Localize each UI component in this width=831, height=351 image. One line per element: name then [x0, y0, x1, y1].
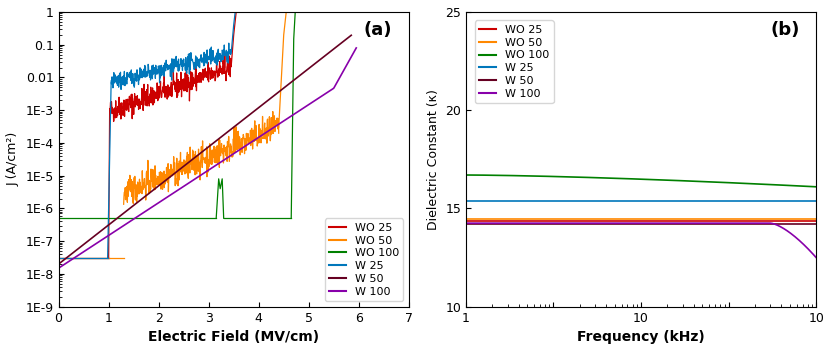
Legend: WO 25, WO 50, WO 100, W 25, W 50, W 100: WO 25, WO 50, WO 100, W 25, W 50, W 100 [325, 218, 403, 301]
Y-axis label: Dielectric Constant (κ): Dielectric Constant (κ) [426, 89, 440, 230]
Y-axis label: J (A/cm²): J (A/cm²) [7, 132, 20, 186]
X-axis label: Electric Field (MV/cm): Electric Field (MV/cm) [148, 330, 319, 344]
X-axis label: Frequency (kHz): Frequency (kHz) [578, 330, 705, 344]
Text: (a): (a) [363, 21, 391, 39]
Text: (b): (b) [770, 21, 800, 39]
Legend: WO 25, WO 50, WO 100, W 25, W 50, W 100: WO 25, WO 50, WO 100, W 25, W 50, W 100 [475, 20, 553, 103]
